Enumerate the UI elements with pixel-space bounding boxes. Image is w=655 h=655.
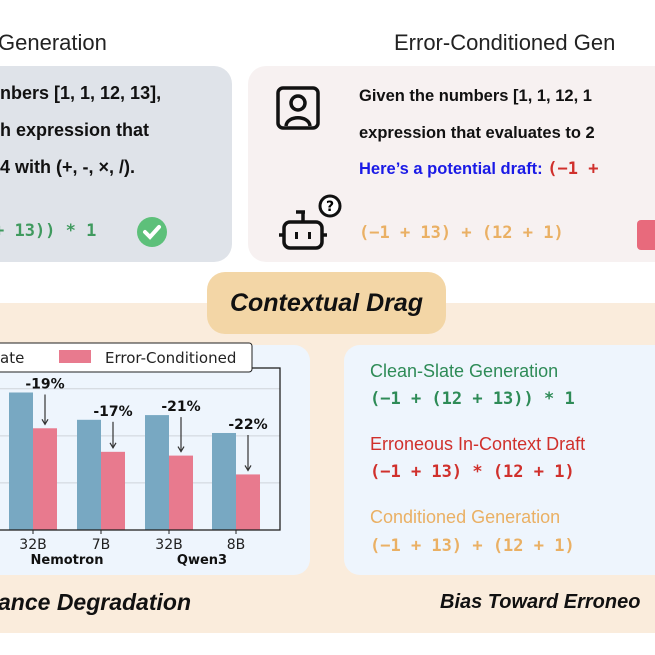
conditioned-expr: (−1 + 13) + (12 + 1) bbox=[370, 536, 575, 556]
conditioned-answer: (−1 + 13) + (12 + 1) bbox=[359, 223, 564, 243]
x-tick-label: 7B bbox=[92, 537, 111, 553]
bar-clean-slate bbox=[77, 419, 101, 530]
drop-arrowhead bbox=[41, 418, 49, 426]
clean-slate-expr: (−1 + (12 + 13)) * 1 bbox=[370, 389, 575, 409]
group-label: Nemotron bbox=[31, 553, 104, 568]
clean-slate-title: Generation bbox=[0, 30, 107, 55]
bar-clean-slate bbox=[9, 392, 33, 530]
left-panel-title: ance Degradation bbox=[0, 589, 191, 615]
bar-clean-slate bbox=[212, 432, 236, 530]
drop-label: -17% bbox=[93, 404, 132, 420]
prompt-line-2: h expression that bbox=[0, 120, 150, 140]
draft-fragment: (−1 + bbox=[547, 159, 599, 179]
clean-slate-card: nbers [1, 1, 12, 13], h expression that … bbox=[0, 66, 232, 262]
bar-error-conditioned bbox=[33, 428, 57, 530]
draft-label: Here’s a potential draft: bbox=[359, 160, 543, 178]
bar-chart: -19% 32B -17% 7B -21% 32B -22% 8B Nemotron Qwen3 a… bbox=[0, 342, 281, 568]
error-conditioned-card: Given the numbers [1, 1, 12, 1 expressio… bbox=[248, 66, 655, 262]
bar-clean-slate bbox=[145, 415, 169, 530]
clean-answer: + 13)) * 1 bbox=[0, 221, 97, 241]
x-tick-label: 8B bbox=[227, 537, 246, 553]
robot-question-icon: ? bbox=[278, 194, 354, 259]
check-circle-icon bbox=[137, 217, 167, 247]
draft-line: Here’s a potential draft: (−1 + bbox=[359, 151, 644, 188]
x-tick-label: 32B bbox=[155, 537, 182, 553]
bias-panel: Clean-Slate Generation (−1 + (12 + 13)) … bbox=[344, 345, 655, 575]
drop-arrowhead bbox=[177, 446, 185, 453]
drop-label: -22% bbox=[228, 417, 267, 433]
legend-label-error-conditioned: Error-Conditioned bbox=[105, 349, 236, 367]
right-panel-title: Bias Toward Erroneo bbox=[440, 591, 641, 613]
legend-swatch-error-conditioned bbox=[59, 350, 91, 363]
bar-error-conditioned bbox=[169, 455, 193, 530]
drop-label: -19% bbox=[25, 376, 64, 392]
user-portrait-icon bbox=[275, 85, 321, 136]
erroneous-draft-label: Erroneous In-Context Draft bbox=[370, 434, 586, 454]
drop-arrowhead bbox=[244, 465, 252, 472]
conditioned-label: Conditioned Generation bbox=[370, 507, 561, 527]
prompt-line-1: Given the numbers [1, 1, 12, 1 bbox=[359, 87, 592, 105]
clean-slate-label: Clean-Slate Generation bbox=[370, 361, 559, 381]
drop-label: -21% bbox=[161, 399, 200, 415]
legend-label-clean-slate: ate bbox=[0, 349, 24, 367]
drop-arrowhead bbox=[109, 442, 117, 449]
x-box-icon bbox=[637, 220, 655, 250]
error-conditioned-title: Error-Conditioned Gen bbox=[394, 30, 616, 55]
svg-text:?: ? bbox=[326, 199, 334, 215]
prompt-line-3: 4 with (+, -, ×, /). bbox=[0, 157, 136, 177]
contextual-drag-label: Contextual Drag bbox=[207, 272, 446, 334]
prompt-line-2: expression that evaluates to 2 bbox=[359, 124, 595, 142]
group-label: Qwen3 bbox=[177, 553, 227, 568]
bar-error-conditioned bbox=[236, 474, 260, 530]
erroneous-draft-expr: (−1 + 13) * (12 + 1) bbox=[370, 462, 575, 482]
prompt-line-1: nbers [1, 1, 12, 13], bbox=[0, 83, 162, 103]
bar-error-conditioned bbox=[101, 451, 125, 530]
x-tick-label: 32B bbox=[19, 537, 46, 553]
